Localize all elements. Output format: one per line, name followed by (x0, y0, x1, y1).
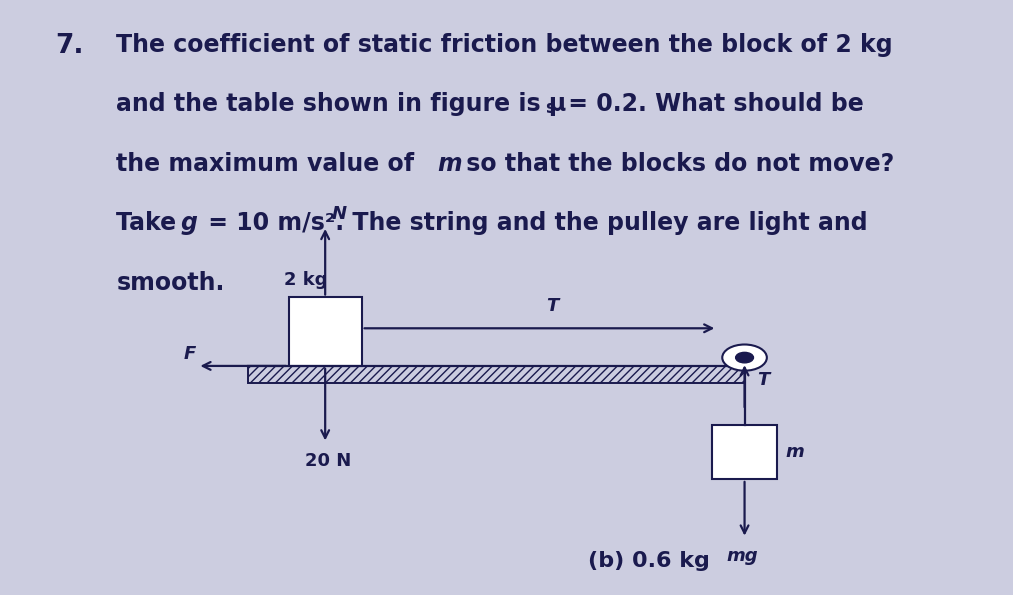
Text: F: F (183, 345, 196, 363)
Text: (b) 0.6 kg: (b) 0.6 kg (588, 551, 709, 571)
Text: so that the blocks do not move?: so that the blocks do not move? (458, 152, 894, 176)
Text: = 10 m/s². The string and the pulley are light and: = 10 m/s². The string and the pulley are… (200, 211, 867, 235)
Bar (289, 298, 362, 366)
Text: mg: mg (726, 547, 758, 565)
Text: T: T (757, 371, 769, 389)
Text: the maximum value of: the maximum value of (116, 152, 422, 176)
Text: = 0.2. What should be: = 0.2. What should be (560, 92, 864, 116)
Circle shape (735, 352, 754, 363)
Text: 20 N: 20 N (305, 452, 352, 470)
Text: s: s (545, 99, 555, 117)
Text: N: N (331, 205, 346, 223)
Text: Take: Take (116, 211, 184, 235)
Circle shape (722, 345, 767, 371)
Text: The coefficient of static friction between the block of 2 kg: The coefficient of static friction betwe… (116, 33, 893, 57)
Bar (711, 425, 778, 479)
Bar (248, 366, 745, 383)
Text: T: T (546, 297, 558, 315)
Text: m: m (438, 152, 462, 176)
Text: smooth.: smooth. (116, 271, 225, 295)
Text: and the table shown in figure is μ: and the table shown in figure is μ (116, 92, 566, 116)
Text: 7.: 7. (56, 33, 84, 59)
Text: m: m (786, 443, 804, 461)
Text: g: g (180, 211, 198, 235)
Text: 2 kg: 2 kg (284, 271, 327, 289)
